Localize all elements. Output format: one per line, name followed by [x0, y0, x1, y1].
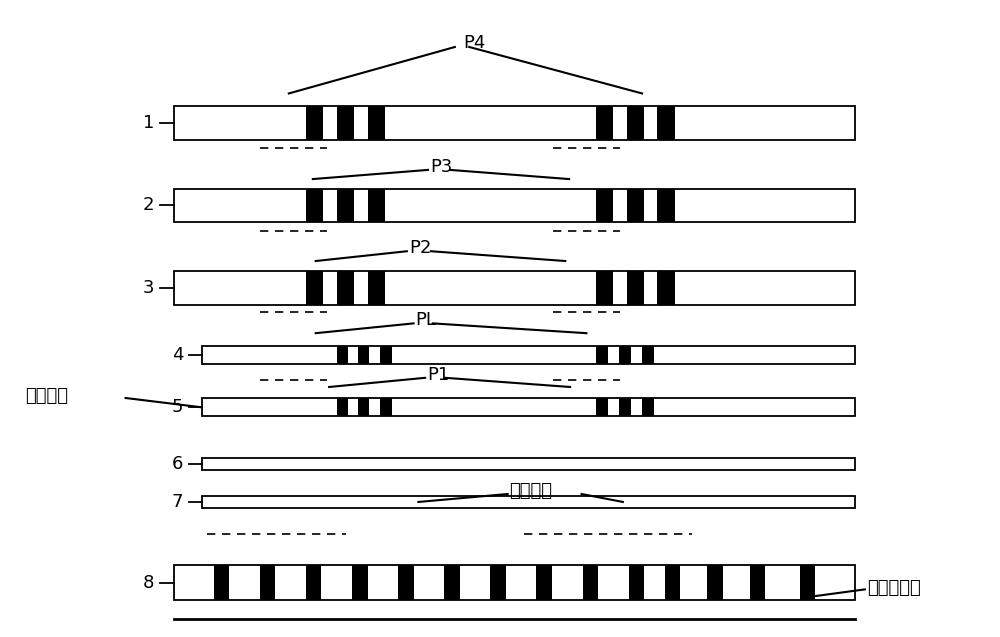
Text: P1: P1	[427, 366, 449, 383]
Text: 3: 3	[143, 279, 154, 297]
Bar	[398, 565, 414, 601]
Bar	[202, 398, 855, 417]
Bar	[358, 346, 369, 364]
Bar	[368, 189, 385, 222]
Text: 8: 8	[143, 574, 154, 592]
Bar	[536, 565, 552, 601]
Bar	[306, 189, 323, 222]
Text: 金属化通孔: 金属化通孔	[867, 578, 920, 597]
Bar	[596, 189, 613, 222]
Bar	[707, 565, 723, 601]
Text: 7: 7	[172, 493, 183, 511]
Bar	[260, 565, 275, 601]
Text: P4: P4	[464, 34, 486, 52]
Bar	[202, 458, 855, 470]
Bar	[214, 565, 229, 601]
Bar	[352, 565, 368, 601]
Bar	[337, 106, 354, 140]
Bar	[444, 565, 460, 601]
Bar	[306, 271, 323, 304]
Bar	[642, 398, 654, 417]
Text: P2: P2	[409, 239, 431, 257]
Bar	[202, 496, 855, 508]
Bar	[657, 106, 675, 140]
Bar	[337, 189, 354, 222]
Bar	[596, 346, 608, 364]
Bar	[619, 346, 631, 364]
Text: 金属地板: 金属地板	[25, 387, 68, 404]
Bar	[665, 565, 680, 601]
Bar	[657, 189, 675, 222]
Bar	[174, 106, 855, 140]
Bar	[358, 398, 369, 417]
Bar	[368, 271, 385, 304]
Bar	[596, 106, 613, 140]
Bar	[174, 189, 855, 222]
Bar	[337, 398, 348, 417]
Text: 微带馈线: 微带馈线	[510, 482, 553, 500]
Bar	[583, 565, 598, 601]
Bar	[306, 106, 323, 140]
Text: 4: 4	[172, 346, 183, 364]
Bar	[202, 346, 855, 364]
Bar	[174, 565, 855, 601]
Bar	[627, 106, 644, 140]
Bar	[800, 565, 815, 601]
Text: P3: P3	[430, 158, 452, 176]
Bar	[750, 565, 765, 601]
Bar	[337, 346, 348, 364]
Text: 6: 6	[172, 455, 183, 473]
Bar	[629, 565, 644, 601]
Text: 1: 1	[143, 114, 154, 132]
Bar	[596, 271, 613, 304]
Bar	[642, 346, 654, 364]
Bar	[627, 271, 644, 304]
Bar	[619, 398, 631, 417]
Bar	[337, 271, 354, 304]
Bar	[657, 271, 675, 304]
Bar	[174, 271, 855, 304]
Bar	[596, 398, 608, 417]
Bar	[490, 565, 506, 601]
Bar	[368, 106, 385, 140]
Text: 5: 5	[172, 398, 183, 416]
Text: PL: PL	[416, 311, 436, 329]
Text: 2: 2	[143, 196, 154, 215]
Bar	[380, 346, 392, 364]
Bar	[380, 398, 392, 417]
Bar	[306, 565, 321, 601]
Bar	[627, 189, 644, 222]
